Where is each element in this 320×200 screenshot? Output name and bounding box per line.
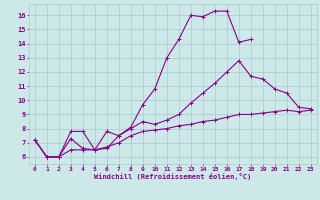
X-axis label: Windchill (Refroidissement éolien,°C): Windchill (Refroidissement éolien,°C) [94, 173, 252, 180]
